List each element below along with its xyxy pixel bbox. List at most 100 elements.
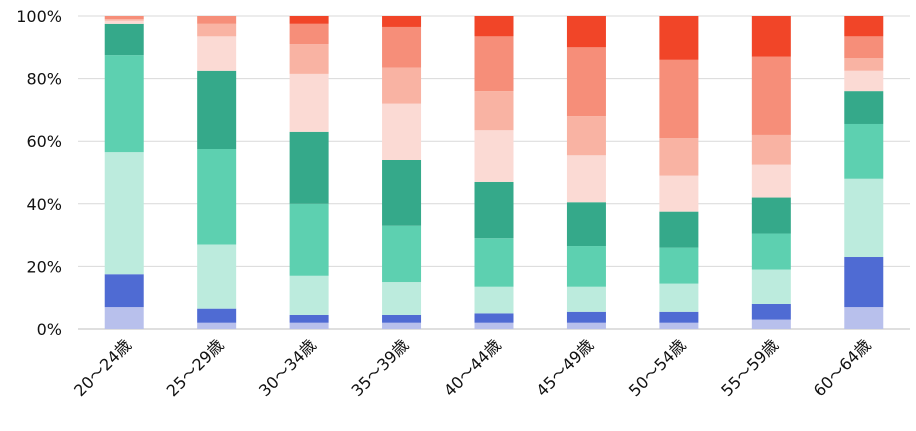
bar-segment	[566, 155, 606, 203]
bar-segment	[382, 159, 422, 226]
bar-segment	[104, 23, 144, 56]
bar-segment	[844, 70, 884, 92]
bar-segment	[289, 275, 329, 315]
bar-segment	[659, 59, 699, 139]
bar-stack	[474, 16, 514, 329]
bar-segment	[566, 202, 606, 247]
bar-segment	[474, 130, 514, 182]
bar-segment	[659, 247, 699, 284]
x-tick-label: 60～64歳	[810, 335, 875, 400]
bar-segment	[566, 286, 606, 312]
bar-segment	[566, 47, 606, 117]
bar-segment	[197, 23, 237, 37]
bar-segment	[382, 314, 422, 323]
bar-segment	[751, 303, 791, 320]
bar-stack	[566, 16, 606, 329]
bar-segment	[566, 116, 606, 156]
bar-segment	[382, 322, 422, 329]
bar-segment	[104, 152, 144, 275]
bar-segment	[659, 311, 699, 323]
y-tick-label: 0%	[37, 320, 62, 339]
bar-stack	[751, 16, 791, 329]
bar-segment	[566, 311, 606, 323]
bar-segment	[289, 203, 329, 276]
bar-segment	[566, 322, 606, 329]
bar-segment	[197, 70, 237, 150]
bar-segment	[474, 322, 514, 329]
bar-segment	[659, 322, 699, 329]
bar-segment	[382, 67, 422, 104]
x-tick-label: 25～29歳	[163, 335, 228, 400]
bar-segment	[289, 23, 329, 45]
x-tick-label: 50～54歳	[625, 335, 690, 400]
bar-stack	[104, 16, 144, 329]
bar-segment	[382, 103, 422, 160]
bar-segment	[844, 178, 884, 258]
bar-segment	[659, 138, 699, 176]
x-tick-label: 40～44歳	[440, 335, 505, 400]
y-tick-label: 60%	[26, 132, 62, 151]
bar-segment	[382, 225, 422, 283]
bar-segment	[844, 16, 884, 37]
bar-segment	[751, 197, 791, 234]
x-tick-label: 55～59歳	[717, 335, 782, 400]
bar-segment	[104, 16, 144, 20]
y-tick-label: 40%	[26, 195, 62, 214]
bar-segment	[844, 91, 884, 124]
bar-stack	[844, 16, 884, 329]
y-tick-label: 80%	[26, 70, 62, 89]
x-tick-label: 30～34歳	[255, 335, 320, 400]
bar-segment	[289, 131, 329, 204]
x-tick-label: 20～24歳	[70, 335, 135, 400]
bar-segment	[751, 16, 791, 57]
bar-segment	[289, 73, 329, 132]
bar-segment	[197, 322, 237, 329]
bar-segment	[659, 16, 699, 60]
bar-segment	[289, 322, 329, 329]
bar-segment	[197, 308, 237, 323]
x-tick-label: 45～49歳	[532, 335, 597, 400]
bar-segment	[197, 244, 237, 309]
bar-segment	[197, 149, 237, 245]
bars	[104, 16, 884, 329]
bar-segment	[844, 307, 884, 329]
bar-segment	[844, 257, 884, 308]
bar-segment	[751, 319, 791, 329]
bar-segment	[844, 36, 884, 59]
bar-segment	[382, 16, 422, 27]
bar-segment	[197, 16, 237, 24]
bar-segment	[474, 16, 514, 37]
bar-segment	[566, 246, 606, 287]
bar-segment	[566, 16, 606, 48]
bar-stack	[197, 16, 237, 329]
bar-segment	[751, 233, 791, 270]
bar-segment	[844, 123, 884, 179]
x-tick-label: 35～39歳	[348, 335, 413, 400]
bar-segment	[289, 16, 329, 24]
bar-segment	[474, 36, 514, 92]
bar-segment	[751, 56, 791, 135]
bar-segment	[751, 164, 791, 198]
bar-stack	[659, 16, 699, 329]
bar-segment	[844, 58, 884, 71]
bar-segment	[474, 238, 514, 287]
bar-segment	[289, 314, 329, 323]
bar-segment	[104, 307, 144, 329]
bar-stack	[382, 16, 422, 329]
bar-segment	[382, 282, 422, 315]
bar-segment	[474, 286, 514, 314]
bar-segment	[197, 36, 237, 71]
bar-segment	[104, 274, 144, 308]
bar-segment	[104, 19, 144, 21]
bar-stack	[289, 16, 329, 329]
bar-segment	[474, 181, 514, 239]
bar-segment	[474, 91, 514, 131]
y-axis-ticks: 0% 20% 40% 60% 80% 100%	[16, 7, 62, 339]
x-axis-ticks: 20～24歳 25～29歳 30～34歳 35～39歳 40～44歳 45～49歳 50～5…	[70, 335, 874, 400]
y-tick-label: 100%	[16, 7, 62, 26]
bar-segment	[751, 134, 791, 165]
bar-segment	[104, 55, 144, 153]
bar-segment	[659, 283, 699, 312]
bar-segment	[659, 175, 699, 212]
